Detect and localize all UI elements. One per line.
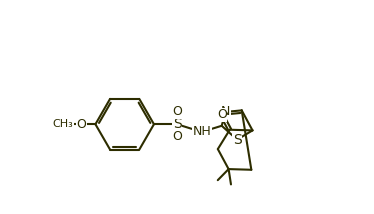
Text: O: O	[172, 130, 182, 143]
Text: NH: NH	[192, 125, 211, 138]
Text: S: S	[233, 133, 242, 147]
Text: N: N	[221, 106, 230, 118]
Text: CH₃: CH₃	[53, 119, 73, 129]
Text: S: S	[173, 117, 181, 131]
Text: O: O	[172, 106, 182, 118]
Text: O: O	[217, 108, 227, 121]
Text: O: O	[77, 118, 86, 131]
